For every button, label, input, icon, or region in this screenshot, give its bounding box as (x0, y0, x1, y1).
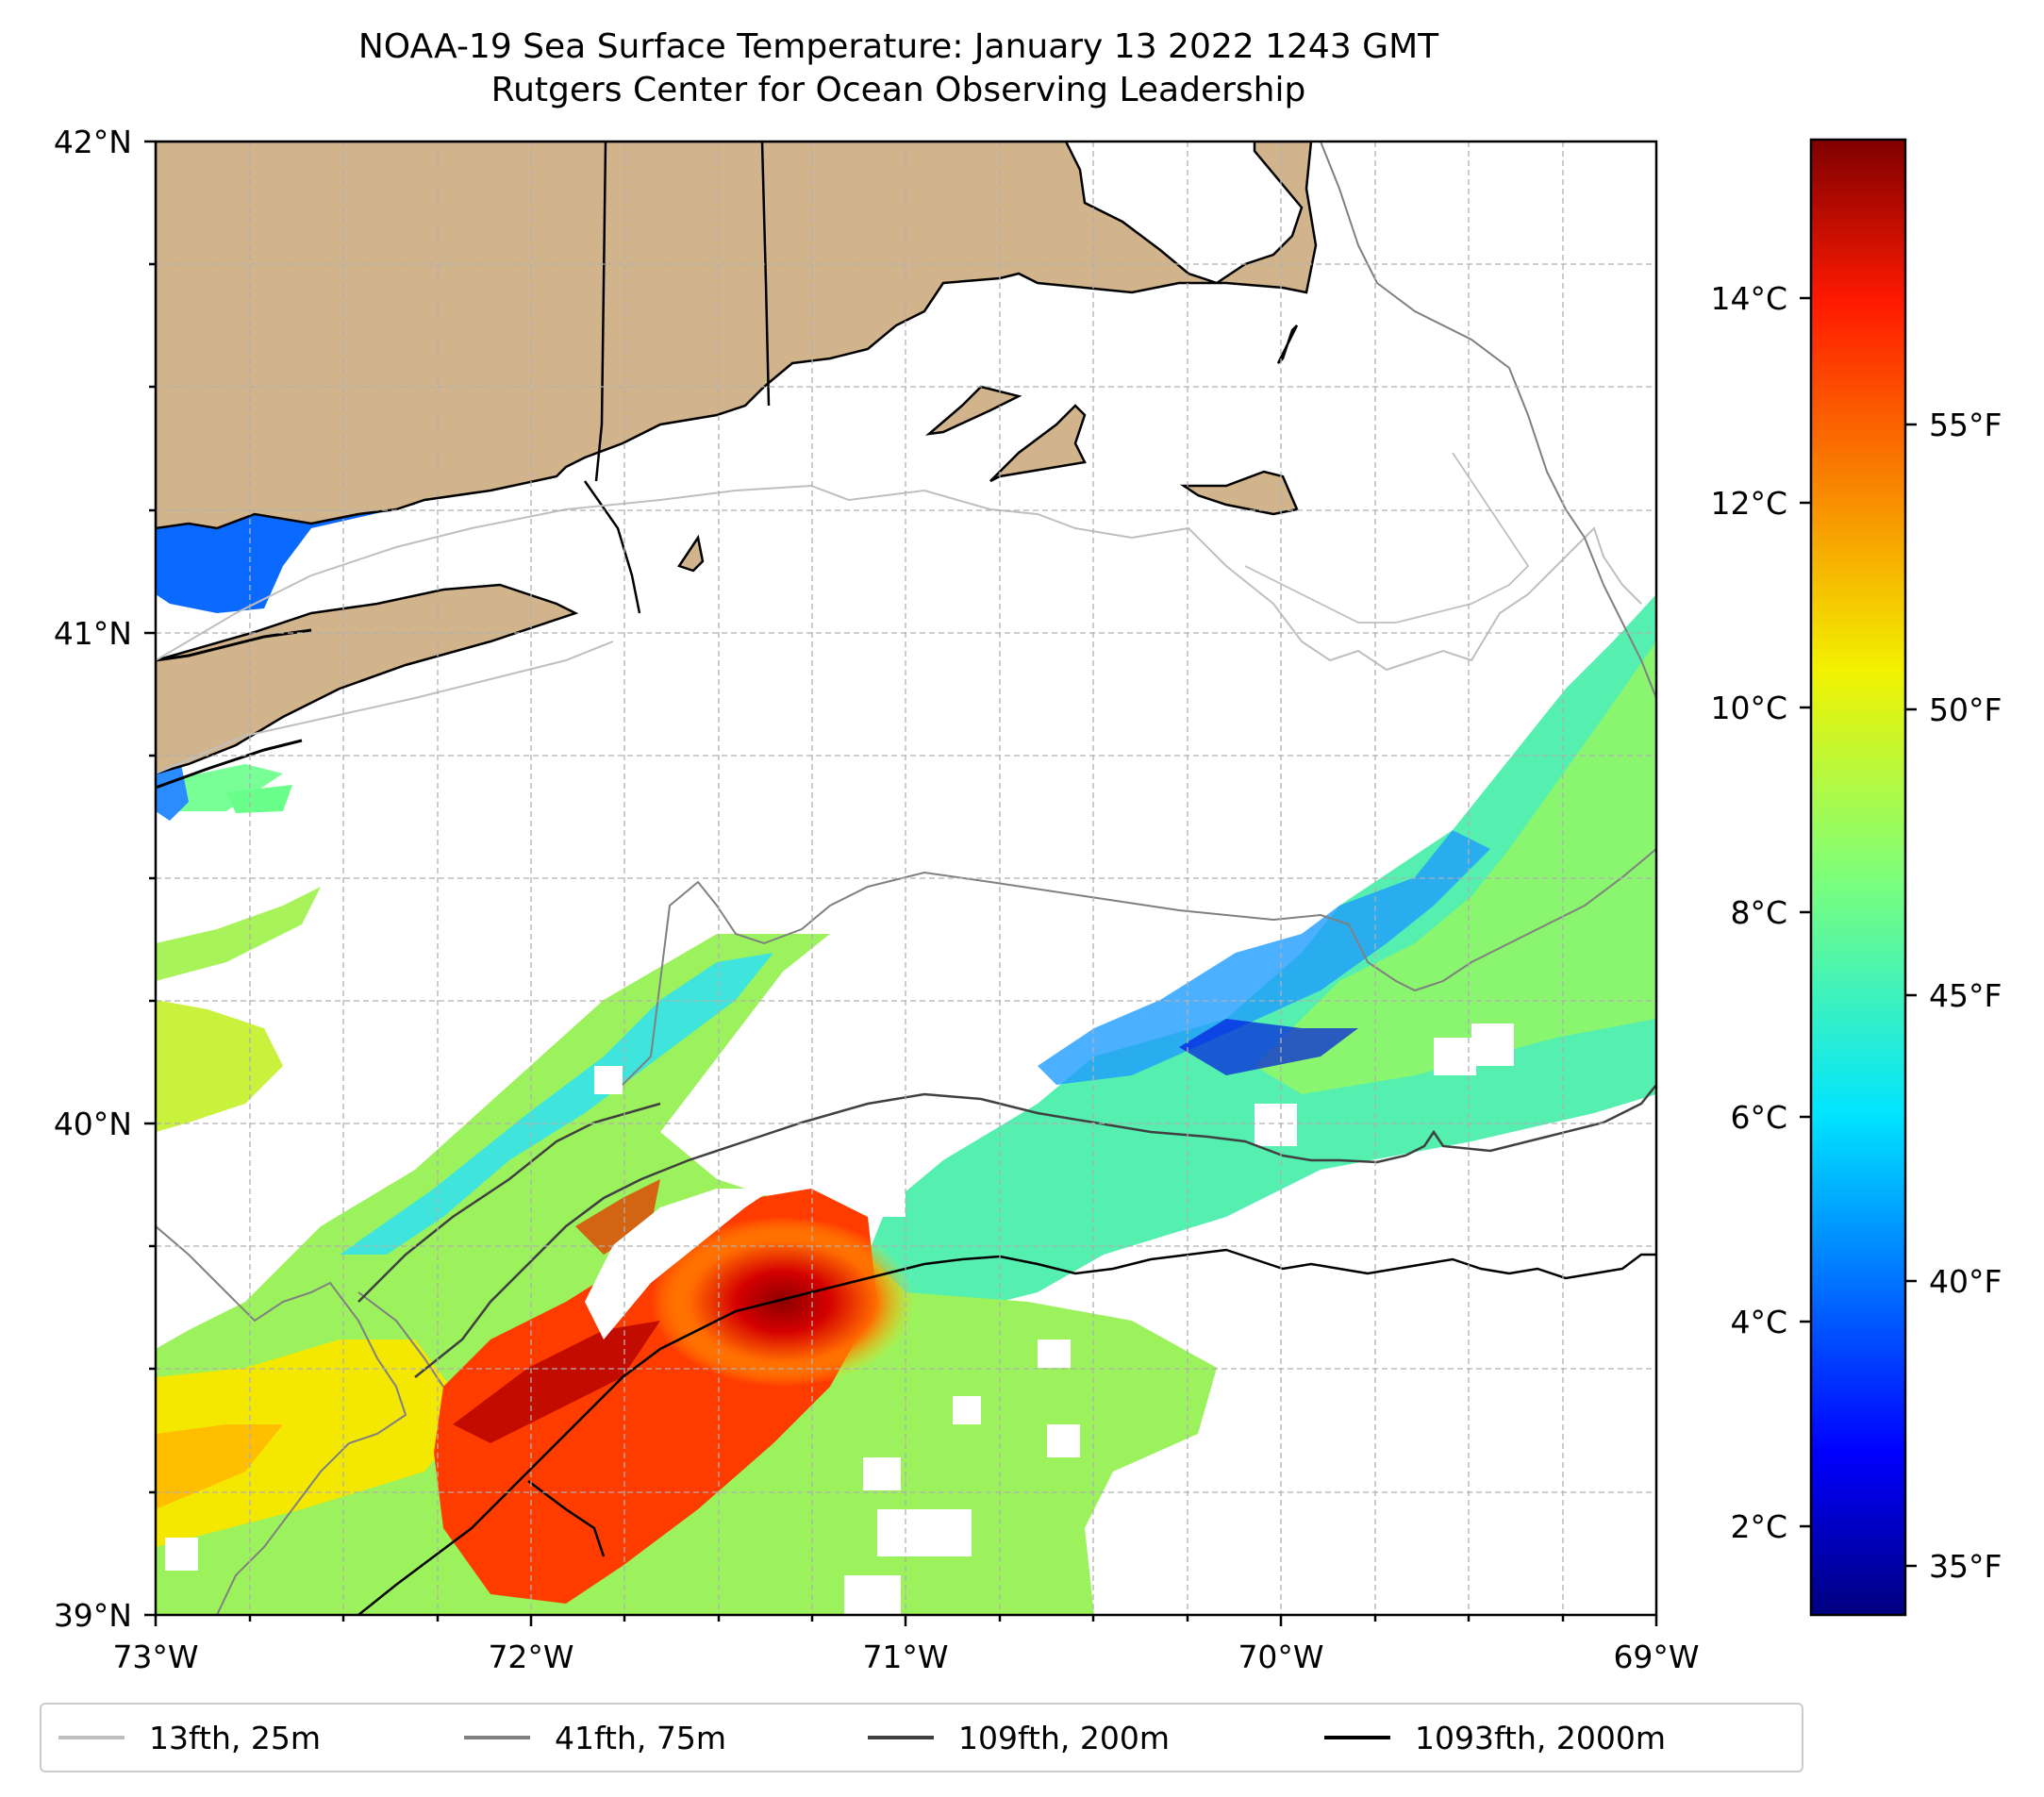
x-tick-label: 70°W (1238, 1639, 1323, 1675)
colorbar-ticks (1800, 296, 1917, 1568)
legend-item-75m: 41fth, 75m (464, 1705, 726, 1771)
sst-map-figure: 73°W 72°W 71°W 70°W 69°W 39°N 40°N 41°N … (54, 124, 2002, 1675)
colorbar-celsius-tick: 6°C (1730, 1099, 1787, 1136)
x-tick-label: 72°W (488, 1639, 573, 1675)
colorbar-fahrenheit-tick: 35°F (1929, 1548, 2002, 1585)
gridlines (156, 141, 1656, 1615)
chart-subtitle: Rutgers Center for Ocean Observing Leade… (490, 71, 1306, 109)
x-tick-label: 71°W (862, 1639, 948, 1675)
legend-swatch (868, 1736, 934, 1739)
colorbar-celsius-tick: 2°C (1730, 1508, 1787, 1545)
colorbar-celsius-tick: 10°C (1710, 690, 1787, 726)
legend-label: 1093fth, 2000m (1415, 1719, 1666, 1756)
axis-ticks (144, 140, 1658, 1626)
y-tick-label: 40°N (54, 1106, 132, 1142)
legend-swatch (58, 1736, 125, 1739)
colorbar (1809, 138, 1907, 1617)
legend-swatch (464, 1736, 530, 1739)
colorbar-fahrenheit-tick: 50°F (1929, 691, 2002, 728)
legend: 13fth, 25m 41fth, 75m 109fth, 200m 1093f… (40, 1703, 1803, 1772)
legend-item-25m: 13fth, 25m (58, 1705, 321, 1771)
y-tick-label: 42°N (54, 124, 132, 160)
y-tick-label: 39°N (54, 1597, 132, 1634)
map-area (156, 141, 1656, 1615)
x-tick-label: 69°W (1613, 1639, 1699, 1675)
legend-label: 13fth, 25m (149, 1719, 321, 1756)
legend-label: 109fth, 200m (958, 1719, 1170, 1756)
legend-swatch (1324, 1736, 1390, 1739)
colorbar-celsius-tick: 8°C (1730, 894, 1787, 931)
colorbar-celsius-tick: 14°C (1710, 280, 1787, 317)
colorbar-celsius-tick: 12°C (1710, 485, 1787, 522)
colorbar-celsius-tick: 4°C (1730, 1304, 1787, 1340)
land-masses (156, 141, 1318, 790)
x-tick-label: 73°W (112, 1639, 198, 1675)
legend-label: 41fth, 75m (555, 1719, 726, 1756)
colorbar-fahrenheit-tick: 55°F (1929, 407, 2002, 443)
legend-item-2000m: 1093fth, 2000m (1324, 1705, 1666, 1771)
colorbar-fahrenheit-tick: 45°F (1929, 977, 2002, 1014)
legend-item-200m: 109fth, 200m (868, 1705, 1170, 1771)
y-tick-label: 41°N (54, 615, 132, 652)
colorbar-fahrenheit-tick: 40°F (1929, 1263, 2002, 1300)
chart-title: NOAA-19 Sea Surface Temperature: January… (357, 27, 1439, 66)
